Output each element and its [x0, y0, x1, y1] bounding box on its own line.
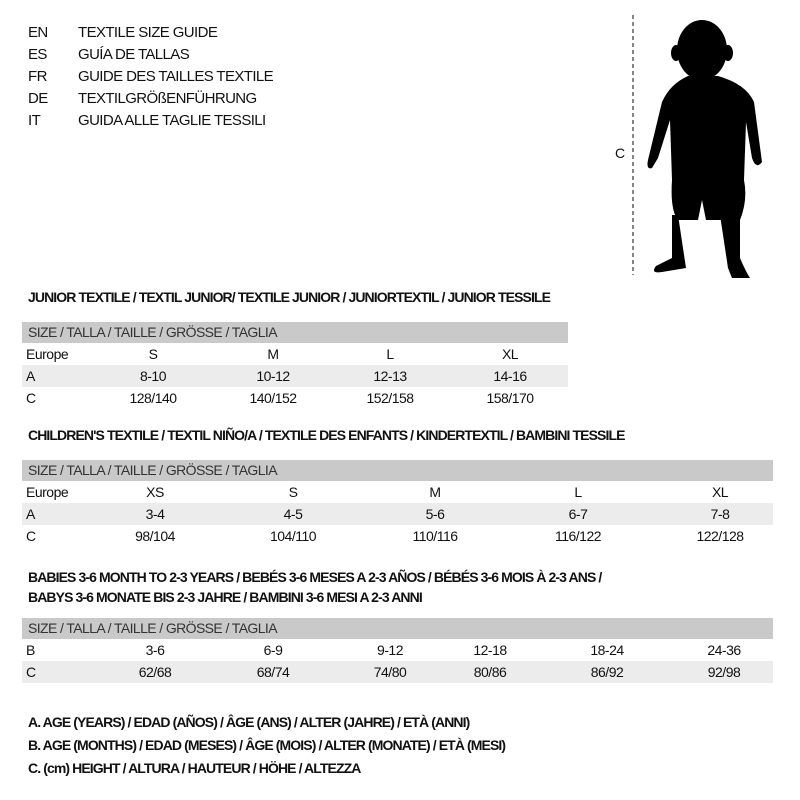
table-cell: S — [288, 484, 298, 500]
table-cell: 86/92 — [590, 664, 624, 680]
table-cell: 6-7 — [568, 506, 588, 522]
legend-a: A. AGE (YEARS) / EDAD (AÑOS) / ÂGE (ANS)… — [28, 714, 470, 730]
table-cell: 62/68 — [138, 664, 172, 680]
table-cell: L — [574, 484, 582, 500]
table-header: SIZE / TALLA / TAILLE / GRÖSSE / TAGLIA — [22, 618, 773, 639]
table-row: C 62/68 68/74 74/80 80/86 86/92 92/98 — [22, 661, 773, 683]
table-cell: 80/86 — [473, 664, 507, 680]
language-title: TEXTILGRÖßENFÜHRUNG — [78, 90, 257, 107]
language-title: GUIDE DES TAILLES TEXTILE — [78, 68, 274, 85]
table-cell: 98/104 — [135, 528, 175, 544]
table-cell: 116/122 — [554, 528, 602, 544]
junior-size-table: SIZE / TALLA / TAILLE / GRÖSSE / TAGLIA E… — [22, 322, 568, 409]
junior-title: JUNIOR TEXTILE / TEXTIL JUNIOR/ TEXTILE … — [28, 289, 551, 305]
table-cell: 10-12 — [256, 368, 290, 384]
table-cell: 14-16 — [493, 368, 527, 384]
language-title: GUIDA ALLE TAGLIE TESSILI — [78, 112, 266, 129]
child-silhouette-icon — [632, 15, 762, 278]
table-cell: XL — [501, 346, 519, 362]
table-cell: 140/152 — [249, 390, 297, 406]
table-cell: 18-24 — [590, 642, 624, 658]
height-measure-label: C — [615, 145, 625, 161]
table-row: A 3-4 4-5 5-6 6-7 7-8 — [22, 503, 773, 525]
table-cell: 122/128 — [696, 528, 744, 544]
table-cell: 152/158 — [366, 390, 414, 406]
babies-title-line1: BABIES 3-6 MONTH TO 2-3 YEARS / BEBÉS 3-… — [28, 569, 602, 585]
table-cell: 4-5 — [283, 506, 303, 522]
language-code: FR — [28, 68, 47, 85]
row-label: B — [26, 642, 35, 658]
row-label: A — [26, 506, 35, 522]
table-cell: M — [267, 346, 279, 362]
table-row: Europe XS S M L XL — [22, 481, 773, 503]
table-cell: 24-36 — [707, 642, 741, 658]
table-cell: 3-6 — [145, 642, 165, 658]
table-cell: 7-8 — [710, 506, 730, 522]
table-cell: 128/140 — [129, 390, 177, 406]
language-code: ES — [28, 46, 47, 63]
table-cell: 158/170 — [486, 390, 534, 406]
language-title: TEXTILE SIZE GUIDE — [78, 24, 218, 41]
table-header: SIZE / TALLA / TAILLE / GRÖSSE / TAGLIA — [22, 322, 568, 343]
table-cell: M — [429, 484, 441, 500]
legend-b: B. AGE (MONTHS) / EDAD (MESES) / ÂGE (MO… — [28, 737, 506, 753]
babies-title-line2: BABYS 3-6 MONATE BIS 2-3 JAHRE / BAMBINI… — [28, 589, 423, 605]
table-cell: 8-10 — [139, 368, 167, 384]
language-code: EN — [28, 24, 48, 41]
table-cell: XL — [711, 484, 729, 500]
table-row: Europe S M L XL — [22, 343, 568, 365]
table-cell: L — [386, 346, 394, 362]
table-cell: 12-18 — [473, 642, 507, 658]
row-label: A — [26, 368, 35, 384]
table-cell: 74/80 — [373, 664, 407, 680]
row-label: Europe — [26, 346, 69, 362]
table-row: C 98/104 104/110 110/116 116/122 122/128 — [22, 525, 773, 547]
table-cell: 12-13 — [373, 368, 407, 384]
babies-size-table: SIZE / TALLA / TAILLE / GRÖSSE / TAGLIA B… — [22, 618, 773, 683]
table-header: SIZE / TALLA / TAILLE / GRÖSSE / TAGLIA — [22, 460, 773, 481]
table-cell: 9-12 — [376, 642, 404, 658]
language-title: GUÍA DE TALLAS — [78, 46, 190, 63]
language-code: IT — [28, 112, 41, 129]
table-cell: 104/110 — [269, 528, 317, 544]
table-cell: 5-6 — [425, 506, 445, 522]
row-label: C — [26, 390, 36, 406]
table-row: A 8-10 10-12 12-13 14-16 — [22, 365, 568, 387]
table-row: C 128/140 140/152 152/158 158/170 — [22, 387, 568, 409]
row-label: C — [26, 664, 36, 680]
language-code: DE — [28, 90, 48, 107]
children-title: CHILDREN'S TEXTILE / TEXTIL NIÑO/A / TEX… — [28, 427, 625, 443]
table-row: B 3-6 6-9 9-12 12-18 18-24 24-36 — [22, 639, 773, 661]
children-size-table: SIZE / TALLA / TAILLE / GRÖSSE / TAGLIA E… — [22, 460, 773, 547]
table-cell: XS — [146, 484, 164, 500]
table-cell: 3-4 — [145, 506, 165, 522]
row-label: C — [26, 528, 36, 544]
table-cell: 68/74 — [256, 664, 290, 680]
table-cell: 6-9 — [263, 642, 283, 658]
table-cell: S — [148, 346, 158, 362]
legend-c: C. (cm) HEIGHT / ALTURA / HAUTEUR / HÖHE… — [28, 760, 361, 776]
table-cell: 92/98 — [707, 664, 741, 680]
table-cell: 110/116 — [412, 528, 458, 544]
row-label: Europe — [26, 484, 69, 500]
